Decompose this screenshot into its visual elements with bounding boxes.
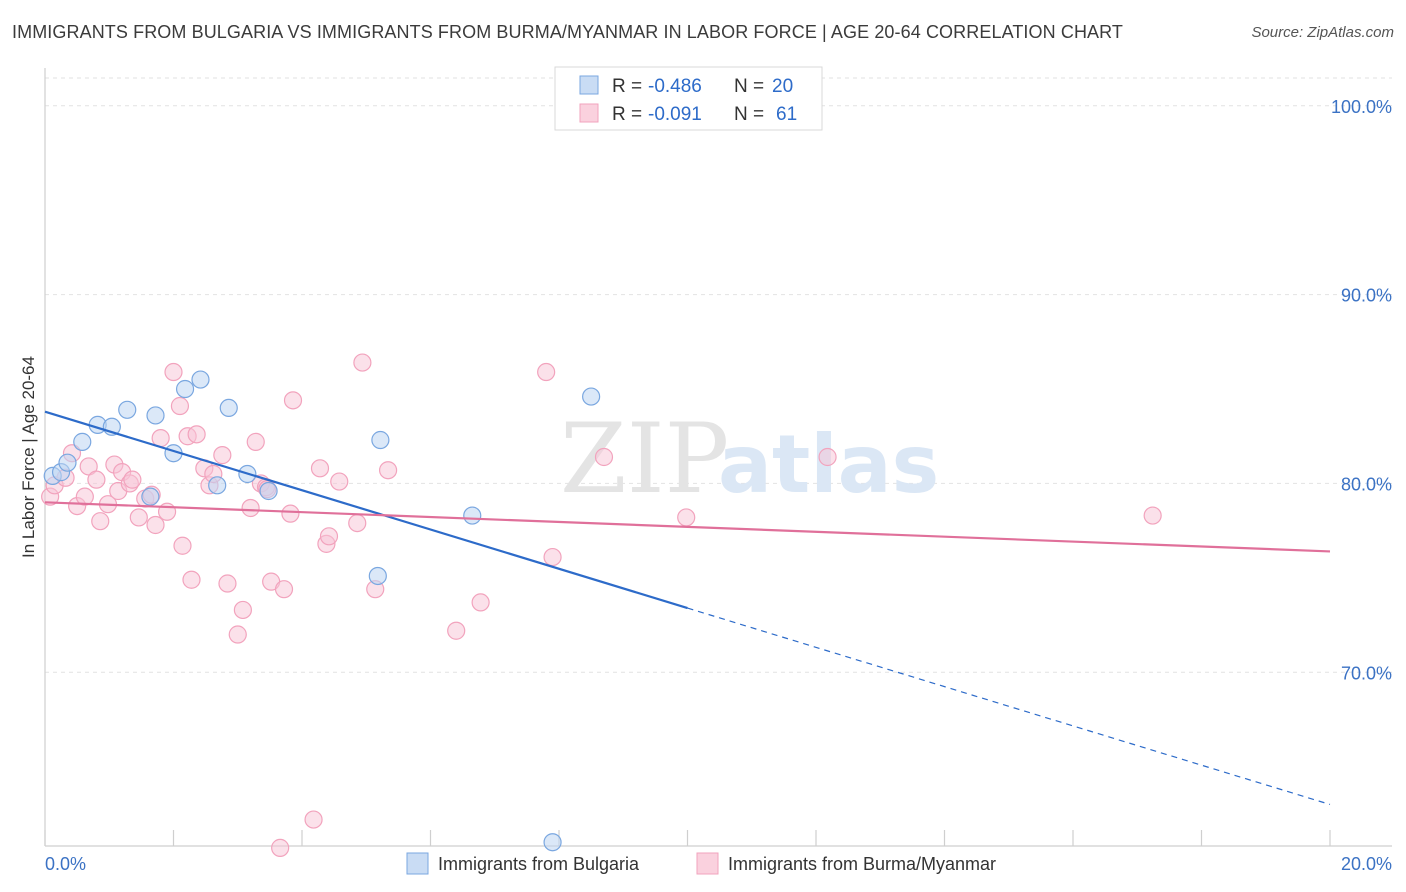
- point-burma-31: [218, 574, 237, 593]
- legend-swatch-burma: [579, 103, 599, 123]
- point-burma-47: [348, 513, 367, 533]
- point-burma-30: [213, 446, 232, 465]
- trend-line-burma: [44, 501, 1331, 553]
- point-burma-51: [447, 621, 466, 640]
- point-burma-25: [182, 570, 201, 589]
- bottom-legend-swatch-burma: [696, 852, 719, 875]
- point-burma-33: [233, 600, 252, 620]
- trend-line-bulgaria-projection: [687, 607, 1331, 806]
- axes: [44, 68, 1392, 847]
- point-burma-59: [271, 838, 290, 857]
- point-burma-23: [173, 536, 192, 555]
- point-burma-40: [281, 504, 300, 523]
- point-bulgaria-10: [191, 370, 210, 389]
- point-burma-7: [87, 470, 106, 489]
- point-bulgaria-17: [371, 430, 390, 450]
- legend-n-label-bulgaria: N =: [734, 76, 764, 97]
- point-bulgaria-6: [118, 400, 137, 419]
- point-burma-8: [91, 512, 110, 531]
- y-tick-label-3: 70.0%: [1341, 663, 1392, 683]
- source-credit: Source: ZipAtlas.com: [1251, 24, 1394, 41]
- bottom-legend-swatch-bulgaria: [406, 852, 429, 875]
- point-burma-52: [471, 593, 490, 612]
- point-burma-42: [304, 810, 323, 829]
- point-bulgaria-7: [146, 406, 165, 425]
- point-burma-57: [818, 447, 837, 467]
- legend-n-value-bulgaria: 20: [772, 76, 793, 97]
- point-bulgaria-15: [141, 487, 160, 506]
- point-bulgaria-19: [582, 387, 601, 406]
- chart-title: IMMIGRANTS FROM BULGARIA VS IMMIGRANTS F…: [12, 22, 1124, 42]
- y-axis-tick-labels: 100.0% 90.0% 80.0% 70.0%: [1331, 97, 1392, 684]
- point-bulgaria-14: [259, 481, 278, 501]
- y-tick-label-0: 100.0%: [1331, 97, 1392, 117]
- gridlines: [45, 77, 1392, 673]
- x-tick-label-left: 0.0%: [45, 854, 86, 874]
- bottom-legend-label-bulgaria: Immigrants from Bulgaria: [438, 854, 640, 874]
- legend-box: [554, 66, 823, 131]
- point-burma-53: [537, 362, 556, 382]
- x-axis-ticks: [44, 830, 1331, 846]
- point-burma-35: [246, 432, 265, 451]
- point-burma-41: [283, 391, 303, 410]
- point-bulgaria-9: [175, 379, 195, 399]
- point-burma-32: [228, 625, 247, 644]
- point-burma-50: [378, 461, 398, 480]
- point-burma-15: [129, 508, 148, 527]
- point-bulgaria-3: [73, 432, 92, 451]
- legend-r-label-bulgaria: R =: [612, 76, 642, 97]
- point-burma-55: [594, 447, 614, 467]
- point-bulgaria-16: [368, 566, 387, 586]
- watermark: ZIP atlas: [560, 403, 939, 515]
- legend-r-label-burma: R =: [612, 104, 642, 125]
- legend-r-value-bulgaria: -0.486: [648, 76, 702, 97]
- point-burma-54: [543, 547, 562, 567]
- point-bulgaria-20: [543, 833, 562, 852]
- y-tick-label-2: 80.0%: [1341, 474, 1392, 494]
- point-burma-34: [241, 498, 260, 518]
- watermark-zip: ZIP: [560, 403, 729, 515]
- trend-line-bulgaria: [44, 410, 688, 610]
- point-burma-26: [187, 425, 206, 444]
- trend-lines: [44, 410, 1331, 806]
- point-bulgaria-2: [58, 453, 77, 472]
- point-bulgaria-11: [208, 476, 227, 495]
- point-burma-48: [353, 353, 372, 372]
- point-burma-58: [1143, 506, 1162, 525]
- legend-r-value-burma: -0.091: [648, 104, 702, 125]
- x-tick-label-right: 20.0%: [1341, 854, 1392, 874]
- legend: R = -0.486 N = 20 R = -0.091 N = 61: [554, 66, 823, 131]
- bottom-legend-label-burma: Immigrants from Burma/Myanmar: [728, 854, 996, 874]
- point-burma-22: [170, 396, 190, 416]
- point-burma-5: [75, 487, 94, 506]
- legend-n-value-burma: 61: [776, 104, 797, 125]
- point-burma-14: [123, 470, 142, 489]
- y-axis-label: In Labor Force | Age 20-64: [19, 356, 38, 558]
- legend-n-label-burma: N =: [734, 104, 764, 125]
- y-tick-label-1: 90.0%: [1341, 286, 1392, 306]
- bottom-legend: Immigrants from Bulgaria Immigrants from…: [406, 852, 996, 875]
- point-burma-56: [677, 508, 696, 527]
- point-burma-45: [319, 527, 339, 546]
- point-bulgaria-18: [463, 506, 482, 525]
- point-burma-46: [330, 472, 349, 491]
- legend-swatch-bulgaria: [579, 75, 599, 95]
- point-burma-43: [310, 459, 330, 478]
- point-bulgaria-12: [219, 398, 238, 418]
- point-burma-18: [146, 515, 165, 535]
- point-burma-39: [274, 580, 294, 599]
- point-burma-21: [164, 362, 183, 382]
